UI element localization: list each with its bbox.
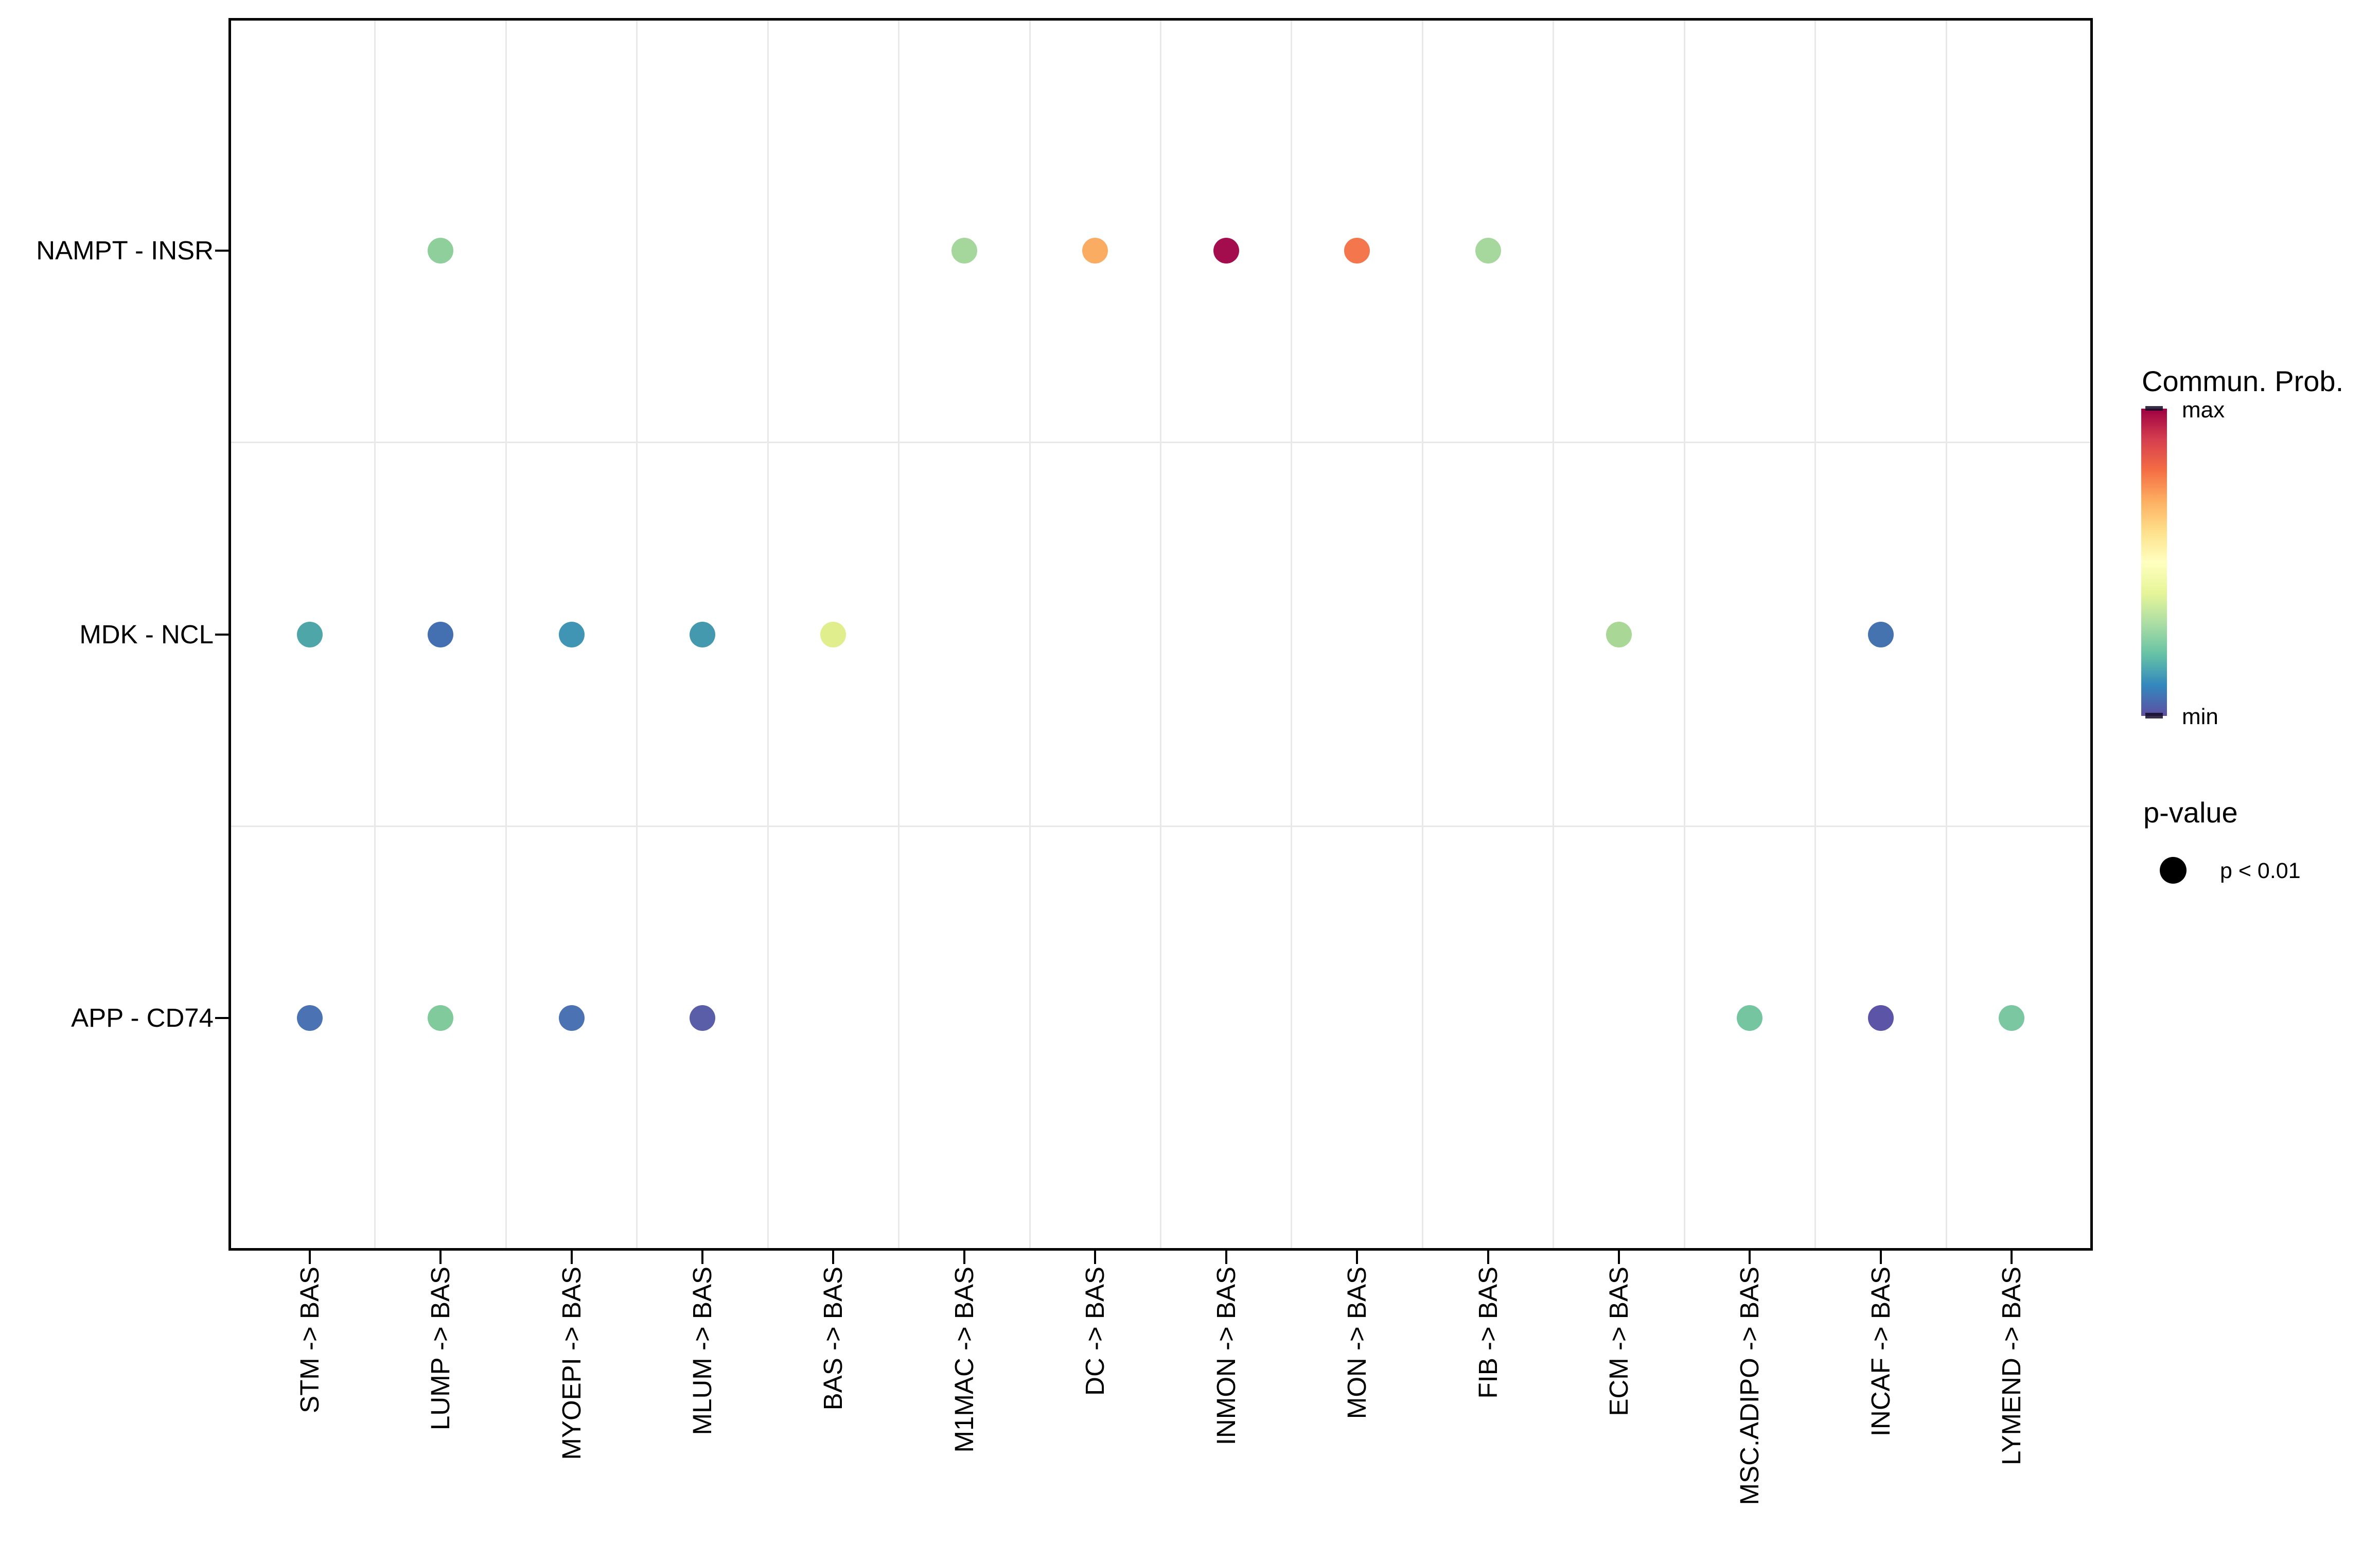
data-point — [428, 621, 454, 647]
pvalue-legend-title: p-value — [2143, 796, 2238, 829]
x-axis-tick — [1225, 1251, 1227, 1264]
gridline-vertical — [1421, 21, 1423, 1248]
gridline-vertical — [898, 21, 900, 1248]
x-axis-tick — [439, 1251, 442, 1264]
data-point — [296, 1005, 323, 1031]
gridline-vertical — [1291, 21, 1293, 1248]
gridline-horizontal — [231, 825, 2090, 827]
gridline-vertical — [767, 21, 769, 1248]
colorbar-min-label: min — [2182, 704, 2218, 729]
x-axis-tick — [1879, 1251, 1882, 1264]
x-axis-label: MON -> BAS — [1342, 1267, 1372, 1419]
data-point — [1344, 238, 1370, 264]
data-point — [951, 238, 977, 264]
data-point — [1999, 1005, 2025, 1031]
pvalue-legend-dot — [2160, 857, 2187, 884]
colorbar-legend-title: Commun. Prob. — [2142, 365, 2344, 397]
data-point — [428, 238, 454, 264]
gridline-vertical — [1553, 21, 1555, 1248]
x-axis-label: INMON -> BAS — [1211, 1267, 1241, 1446]
x-axis-tick — [1094, 1251, 1097, 1264]
data-point — [689, 621, 715, 647]
x-axis-tick — [1487, 1251, 1489, 1264]
x-axis-label: DC -> BAS — [1080, 1267, 1110, 1396]
gridline-vertical — [1029, 21, 1031, 1248]
gridline-vertical — [1945, 21, 1947, 1248]
x-axis-tick — [963, 1251, 965, 1264]
x-axis-tick — [1356, 1251, 1359, 1264]
y-axis-tick — [215, 250, 228, 252]
x-axis-label: M1MAC -> BAS — [949, 1267, 979, 1453]
colorbar-max-label: max — [2182, 397, 2225, 423]
gridline-vertical — [1683, 21, 1685, 1248]
x-axis-tick — [308, 1251, 311, 1264]
data-point — [558, 621, 585, 647]
x-axis-tick — [2011, 1251, 2013, 1264]
gridline-vertical — [1160, 21, 1161, 1248]
pvalue-legend-label: p < 0.01 — [2220, 858, 2301, 883]
data-point — [1213, 238, 1239, 264]
x-axis-label: FIB -> BAS — [1473, 1267, 1503, 1399]
y-axis-tick — [215, 633, 228, 636]
x-axis-label: MLUM -> BAS — [687, 1267, 717, 1435]
y-axis-label: MDK - NCL — [79, 619, 214, 649]
y-axis-label: NAMPT - INSR — [36, 236, 214, 266]
x-axis-label: MYOEPI -> BAS — [556, 1267, 586, 1460]
data-point — [428, 1005, 454, 1031]
gridline-vertical — [636, 21, 638, 1248]
x-axis-tick — [1749, 1251, 1751, 1264]
data-point — [1867, 621, 1894, 647]
x-axis-label: STM -> BAS — [294, 1267, 324, 1413]
data-point — [689, 1005, 715, 1031]
data-point — [1475, 238, 1501, 264]
plot-panel-border — [228, 18, 2093, 1251]
gridline-vertical — [1814, 21, 1817, 1248]
data-point — [1737, 1005, 1763, 1031]
colorbar-max-tick — [2145, 406, 2163, 411]
gridline-vertical — [374, 21, 376, 1248]
data-point — [1606, 621, 1632, 647]
y-axis-tick — [215, 1016, 228, 1019]
x-axis-tick — [701, 1251, 703, 1264]
y-axis-label: APP - CD74 — [71, 1003, 214, 1032]
x-axis-label: MSC.ADIPO -> BAS — [1735, 1267, 1765, 1505]
colorbar-gradient — [2141, 409, 2167, 716]
data-point — [558, 1005, 585, 1031]
x-axis-label: LYMEND -> BAS — [1997, 1267, 2026, 1465]
gridline-vertical — [505, 21, 507, 1248]
x-axis-tick — [832, 1251, 835, 1264]
x-axis-label: ECM -> BAS — [1604, 1267, 1634, 1416]
gridline-horizontal — [231, 442, 2090, 444]
x-axis-label: BAS -> BAS — [818, 1267, 848, 1411]
data-point — [1867, 1005, 1894, 1031]
x-axis-label: LUMP -> BAS — [426, 1267, 455, 1430]
data-point — [296, 621, 323, 647]
data-point — [1082, 238, 1108, 264]
data-point — [820, 621, 847, 647]
x-axis-tick — [1618, 1251, 1620, 1264]
x-axis-tick — [570, 1251, 573, 1264]
x-axis-label: INCAF -> BAS — [1865, 1267, 1895, 1437]
colorbar-min-tick — [2145, 713, 2163, 718]
